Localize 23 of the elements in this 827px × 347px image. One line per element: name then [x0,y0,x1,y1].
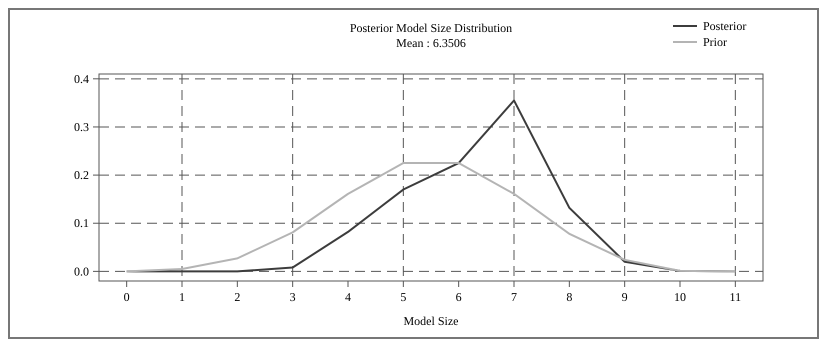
x-tick-label: 2 [234,290,240,304]
x-tick-label: 4 [345,290,351,304]
x-tick-label: 1 [179,290,185,304]
y-tick-label: 0.4 [74,72,89,86]
y-tick-label: 0.3 [74,120,89,134]
line-series [126,162,736,272]
x-tick-label: 7 [511,290,517,304]
y-tick-label: 0.2 [74,168,89,182]
x-axis-title: Model Size [404,314,458,328]
x-tick-label: 3 [290,290,296,304]
y-tick-label: 0.0 [74,264,89,278]
x-tick-label: 8 [566,290,572,304]
chart-title: Posterior Model Size Distribution [350,21,512,35]
y-tick-label: 0.1 [74,216,89,230]
chart-subtitle: Mean : 6.3506 [396,36,466,50]
x-tick-label: 6 [456,290,462,304]
legend-label: Posterior [703,19,746,33]
x-tick-label: 9 [622,290,628,304]
x-tick-label: 5 [400,290,406,304]
x-tick-label: 11 [730,290,742,304]
x-tick-label: 10 [674,290,686,304]
x-tick-label: 0 [124,290,130,304]
legend-label: Prior [703,35,728,49]
